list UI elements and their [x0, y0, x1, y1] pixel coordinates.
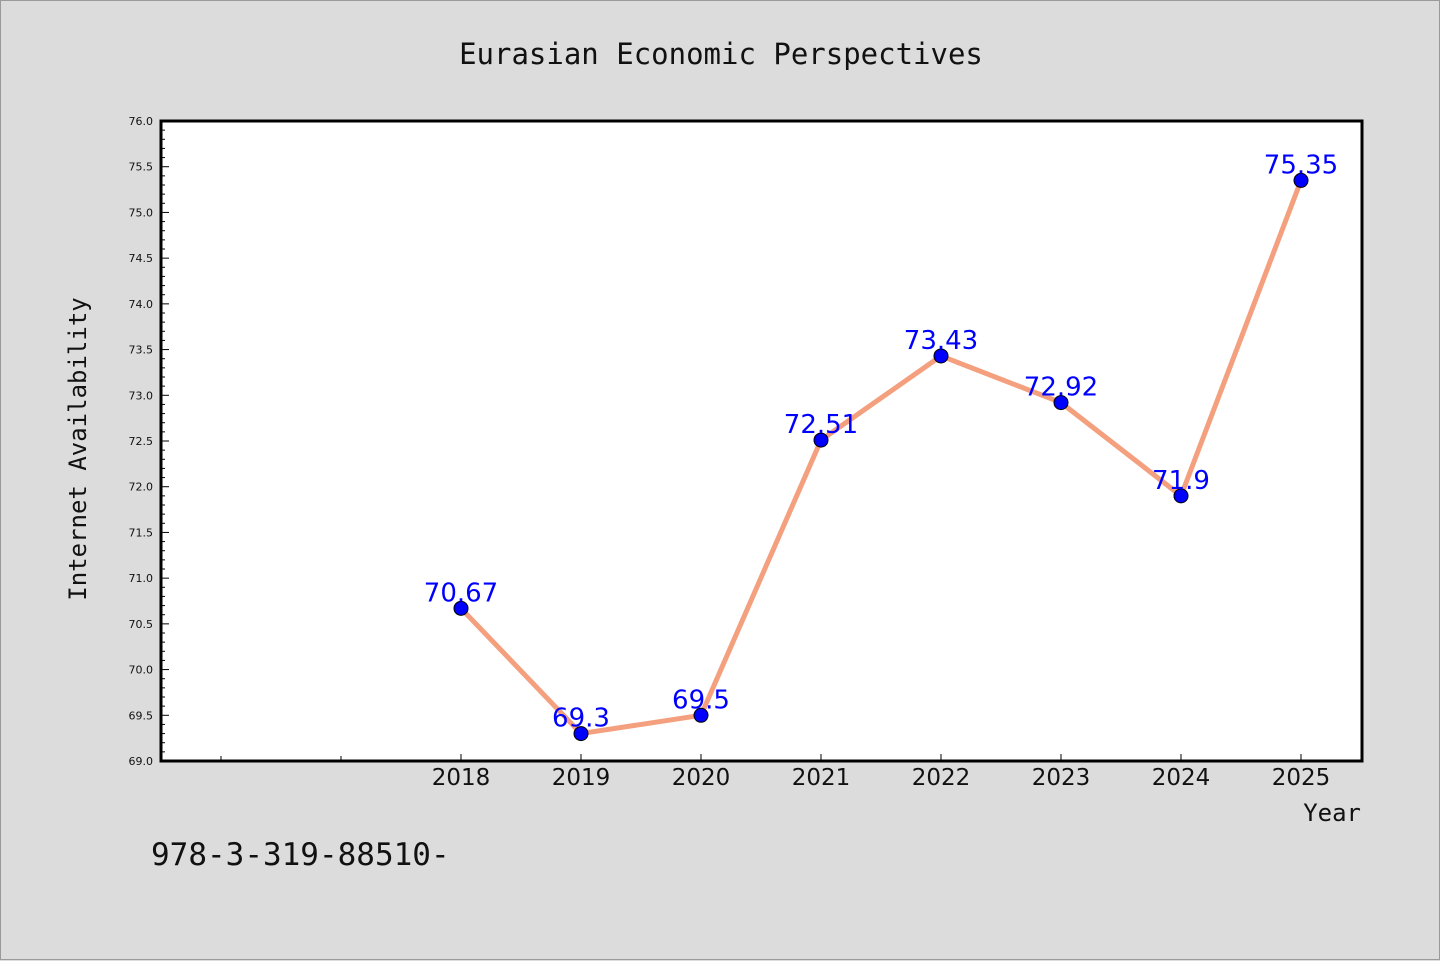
y-tick-label: 69.5 [129, 709, 154, 722]
data-label: 71.9 [1152, 466, 1210, 496]
x-axis: 2018 2019 2020 2021 2022 2023 2024 2025 [220, 754, 1331, 791]
data-label: 72.51 [784, 410, 858, 440]
y-tick-label: 72.0 [129, 481, 154, 494]
data-point [693, 707, 709, 723]
chart-title: Eurasian Economic Perspectives [459, 37, 983, 71]
x-tick-label: 2018 [432, 765, 491, 791]
data-point [573, 726, 589, 742]
y-tick-label: 71.5 [129, 526, 154, 539]
data-label: 75.35 [1264, 150, 1338, 180]
x-tick-label: 2019 [552, 765, 611, 791]
data-point [1053, 395, 1069, 411]
marker-group [453, 172, 1309, 742]
data-label-group: 70.67 69.3 69.5 72.51 73.43 72.92 71.9 75.35 [424, 150, 1338, 733]
data-label: 69.5 [672, 685, 730, 715]
data-label: 69.3 [552, 704, 610, 734]
y-tick-label: 75.5 [129, 161, 154, 174]
x-tick-label: 2024 [1152, 765, 1211, 791]
x-tick-label: 2020 [672, 765, 731, 791]
plot-area [159, 119, 1364, 763]
x-tick-label: 2022 [912, 765, 971, 791]
y-tick-label: 73.5 [129, 344, 154, 357]
data-label: 70.67 [424, 578, 498, 608]
y-tick-label: 70.0 [129, 664, 154, 677]
y-tick-label: 70.5 [129, 618, 154, 631]
y-tick-label: 73.0 [129, 389, 154, 402]
x-tick-label: 2025 [1272, 765, 1331, 791]
y-tick-label: 74.5 [129, 252, 154, 265]
x-tick-label: 2021 [792, 765, 851, 791]
y-tick-label: 69.0 [129, 755, 154, 768]
y-axis: 69.0 69.5 70.0 70.5 71.0 71.5 72.0 72.5 73.0 73.5… [129, 115, 169, 768]
data-point [933, 348, 949, 364]
x-tick-label: 2023 [1032, 765, 1091, 791]
data-label: 73.43 [904, 326, 978, 356]
y-tick-label: 75.0 [129, 206, 154, 219]
data-label: 72.92 [1024, 373, 1098, 403]
x-axis-label: Year [1303, 799, 1361, 827]
y-tick-label: 71.0 [129, 572, 154, 585]
series-line-group [459, 179, 1304, 737]
y-tick-label: 76.0 [129, 115, 154, 128]
data-point [1293, 172, 1309, 188]
y-axis-label: Internet Availability [64, 297, 92, 600]
series-line [459, 179, 1304, 737]
data-point [453, 600, 469, 616]
data-point [1173, 488, 1189, 504]
footer-isbn: 978-3-319-88510- [151, 837, 450, 873]
y-tick-label: 72.5 [129, 435, 154, 448]
y-tick-label: 74.0 [129, 298, 154, 311]
data-point [813, 432, 829, 448]
